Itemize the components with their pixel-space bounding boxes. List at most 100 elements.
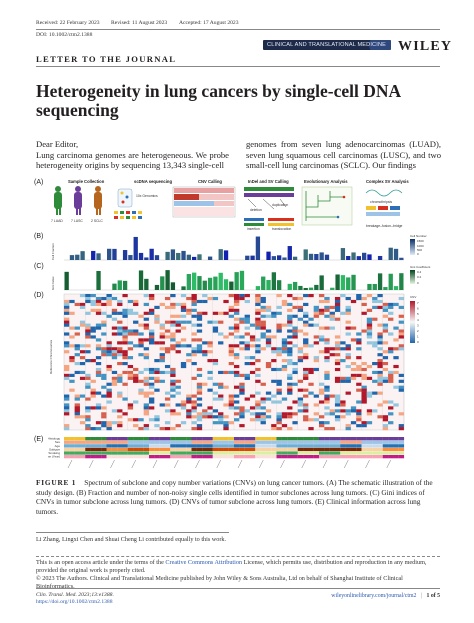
clinical-cell — [393, 444, 399, 448]
cnv-cell — [382, 350, 389, 354]
license-prefix: This is an open access article under the… — [36, 559, 166, 566]
cnv-cell — [69, 356, 75, 360]
clinical-cell — [186, 451, 192, 455]
clinical-cell — [154, 451, 160, 455]
clinical-cell — [186, 437, 192, 441]
doi-link[interactable]: https://doi.org/10.1002/ctm2.1388 — [36, 599, 113, 605]
cnv-cell — [255, 350, 261, 354]
cnv-cell — [117, 347, 123, 351]
publisher-logo[interactable]: WILEY — [398, 39, 453, 54]
caption-text: Spectrum of subclone and copy number var… — [36, 478, 433, 516]
clinical-cell — [249, 451, 256, 455]
clinical-cell — [356, 451, 362, 455]
figure-caption: FIGURE 1 Spectrum of subclone and copy nu… — [36, 478, 440, 516]
cnv-cell — [350, 338, 357, 342]
cnv-cell — [324, 326, 330, 330]
cnv-cell — [313, 356, 319, 360]
cnv-cell — [276, 294, 282, 298]
cnv-cell — [106, 302, 112, 307]
cnv-cell — [377, 341, 383, 345]
cnv-cell — [239, 412, 245, 416]
cnv-cell — [90, 427, 96, 431]
clinical-cell — [159, 444, 166, 448]
clinical-cell — [79, 437, 86, 441]
panel-e-sample-ticks — [67, 459, 391, 469]
cnv-cell — [186, 394, 192, 398]
cnv-cell — [196, 311, 203, 315]
clinical-cell — [271, 444, 277, 448]
cnv-cell — [202, 311, 208, 315]
cnv-cell — [329, 317, 335, 321]
received-date: Received: 22 February 2023 — [36, 20, 100, 26]
cnv-cell — [122, 335, 128, 339]
c-bar — [287, 283, 292, 290]
sample-tick — [344, 459, 349, 469]
clinical-cell — [69, 451, 75, 455]
cnv-cell — [186, 400, 192, 404]
cnv-cell — [101, 376, 107, 380]
doi[interactable]: DOI: 10.1002/ctm2.1388 — [36, 32, 93, 38]
cnv-cell — [95, 344, 102, 348]
cnv-cell — [228, 370, 234, 375]
journal-banner[interactable]: CLINICAL AND TRANSLATIONAL MEDICINE — [263, 40, 391, 50]
cnv-cell — [366, 391, 373, 395]
cnv-cell — [287, 359, 293, 363]
clinical-cell — [345, 455, 351, 459]
cnv-cell — [324, 427, 330, 431]
clinical-cell — [207, 447, 213, 452]
clinical-cell — [313, 455, 320, 459]
cnv-cell — [228, 347, 234, 351]
cnv-cell — [228, 305, 234, 309]
cc-by-link[interactable]: Creative Commons Attribution — [165, 559, 243, 566]
cnv-cell — [265, 341, 272, 345]
clinical-cell — [249, 455, 256, 459]
clinical-cell — [111, 440, 118, 444]
clinical-cell — [223, 444, 229, 448]
cnv-cell — [287, 353, 293, 357]
cnv-cell — [234, 364, 240, 369]
cnv-cell — [287, 412, 293, 416]
cnv-cell — [143, 382, 149, 386]
cnv-cell — [372, 317, 378, 321]
b-bar — [319, 252, 324, 260]
panel-c-ylabel: Gini Index — [51, 276, 55, 290]
b-bar — [250, 255, 255, 260]
cnv-cell — [196, 391, 203, 395]
cnv-cell — [95, 403, 102, 407]
cnv-cell — [345, 332, 351, 336]
cnv-cell — [334, 379, 341, 383]
cnv-cell — [101, 373, 107, 377]
cnv-cell — [377, 364, 383, 369]
b-bar — [112, 248, 117, 260]
cnv-cell — [196, 347, 203, 351]
cnv-cell — [175, 344, 181, 348]
cnv-cell — [164, 409, 171, 413]
cnv-cell — [111, 332, 118, 336]
clinical-cell — [186, 455, 192, 459]
clinical-cell — [138, 437, 144, 441]
clinical-cell — [350, 440, 357, 444]
cnv-cell — [228, 353, 234, 357]
cnv-cell — [154, 388, 160, 392]
cnv-cell — [334, 299, 341, 304]
clinical-cell — [175, 440, 181, 444]
cnv-cell — [260, 421, 266, 425]
cnv-cell — [111, 350, 118, 354]
cnv-cell — [79, 362, 86, 366]
b-bar — [96, 253, 101, 260]
cnv-cell — [234, 326, 240, 330]
cnv-cell — [287, 323, 293, 327]
cnv-cell — [122, 311, 128, 315]
cnv-cell — [271, 427, 277, 431]
page-number: 1 of 5 — [426, 593, 440, 599]
clinical-cell — [69, 437, 75, 441]
cnv-cell — [90, 379, 96, 383]
journal-site-link[interactable]: wileyonlinelibrary.com/journal/ctm2 — [331, 593, 417, 599]
e-row-label: Sex — [55, 440, 61, 444]
cnv-cell — [255, 323, 261, 327]
cnv-cell — [117, 302, 123, 307]
sv-deletion: deletion — [250, 208, 262, 212]
clinical-cell — [111, 437, 118, 441]
clinical-cell — [308, 437, 314, 441]
clinical-cell — [382, 437, 389, 441]
